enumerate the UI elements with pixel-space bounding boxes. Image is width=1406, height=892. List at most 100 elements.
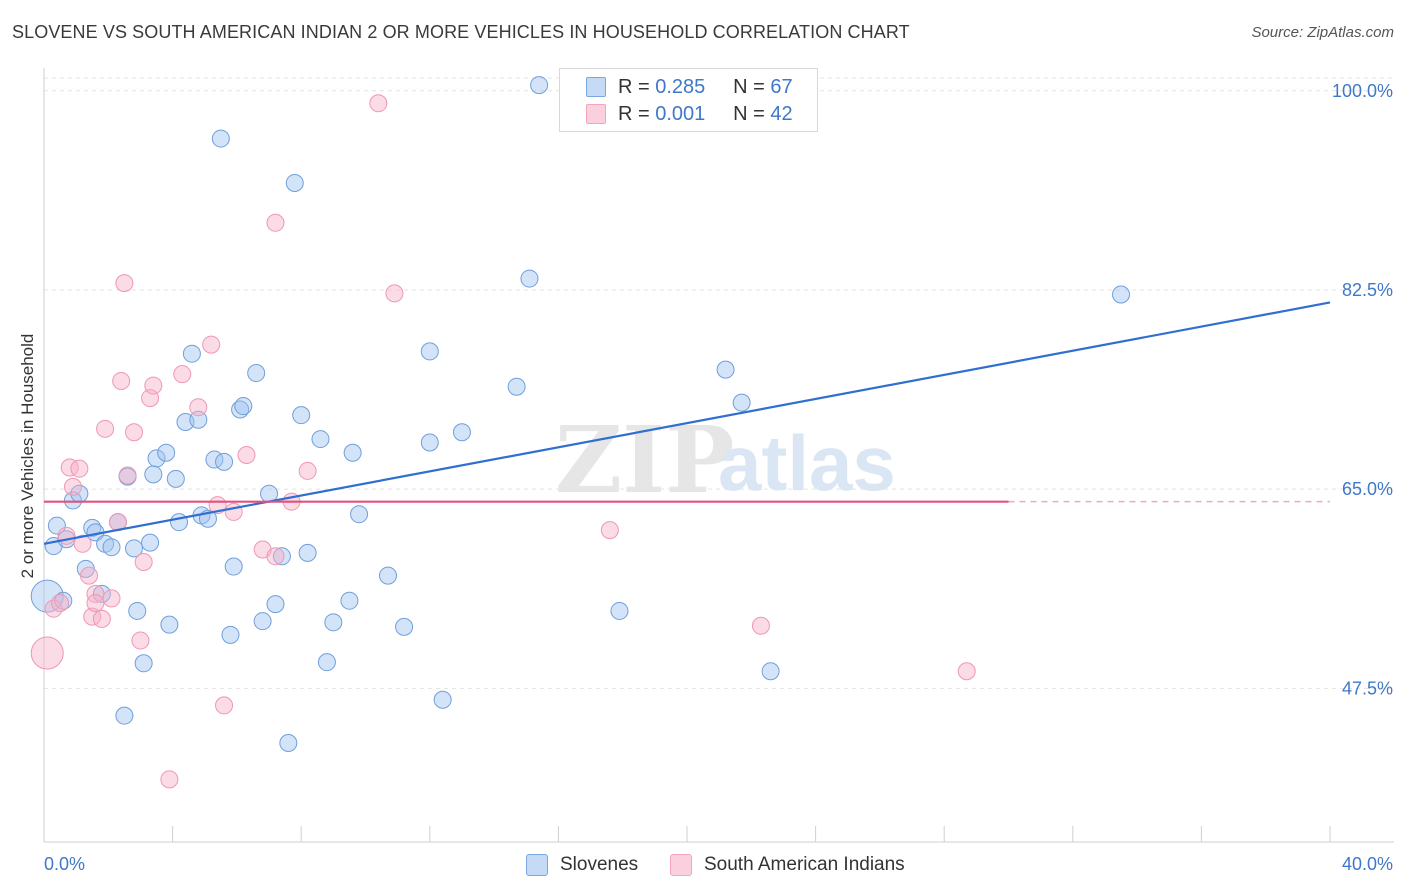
sai-point bbox=[160, 770, 179, 789]
y-tick-label: 65.0% bbox=[1342, 479, 1393, 499]
y-tick-label: 100.0% bbox=[1332, 81, 1393, 101]
slovenes-point bbox=[732, 393, 751, 412]
slovenes-point bbox=[266, 595, 285, 614]
sai-point bbox=[92, 609, 111, 628]
legend-swatch-sai bbox=[670, 854, 692, 876]
slovenes-point bbox=[115, 706, 134, 725]
slovenes-point bbox=[379, 566, 398, 585]
sai-point bbox=[73, 534, 92, 553]
slovenes-point bbox=[350, 505, 369, 524]
sai-point bbox=[86, 593, 105, 612]
slovenes-point bbox=[716, 360, 735, 379]
sai-points bbox=[30, 94, 976, 789]
slovenes-point bbox=[102, 538, 121, 557]
sai-point bbox=[51, 593, 70, 612]
slovenes-point bbox=[279, 733, 298, 752]
slovenes-point bbox=[317, 653, 336, 672]
slovenes-point bbox=[395, 617, 414, 636]
sai-point bbox=[173, 365, 192, 384]
slovenes-point bbox=[221, 625, 240, 644]
sai-point bbox=[30, 636, 64, 670]
sai-point bbox=[115, 274, 134, 293]
slovenes-point bbox=[761, 662, 780, 681]
slovenes-point bbox=[144, 465, 163, 484]
legend-swatch-slovenes bbox=[526, 854, 548, 876]
sai-point bbox=[118, 466, 137, 485]
slovenes-point bbox=[189, 410, 208, 429]
chart-title: SLOVENE VS SOUTH AMERICAN INDIAN 2 OR MO… bbox=[12, 22, 910, 42]
legend-label-slovenes: Slovenes bbox=[560, 854, 639, 875]
slovenes-point bbox=[166, 469, 185, 488]
slovenes-point bbox=[433, 690, 452, 709]
sai-point bbox=[134, 552, 153, 571]
slovenes-point bbox=[311, 430, 330, 449]
x-tick-labels: 0.0% 40.0% bbox=[44, 854, 1393, 874]
watermark-zip: ZIP bbox=[555, 406, 734, 514]
gridlines bbox=[44, 77, 1394, 689]
legend-n-label: N = bbox=[733, 102, 765, 125]
slovenes-point bbox=[141, 533, 160, 552]
slovenes-point bbox=[147, 449, 166, 468]
sai-point bbox=[125, 423, 144, 442]
sai-point bbox=[215, 696, 234, 715]
legend-swatch-sai bbox=[586, 104, 606, 124]
sai-point bbox=[70, 459, 89, 478]
legend-label-sai: South American Indians bbox=[704, 854, 905, 875]
slovenes-point bbox=[234, 397, 253, 416]
slovenes-point bbox=[92, 584, 111, 603]
trend-lines bbox=[43, 301, 1331, 545]
legend-swatch-slovenes bbox=[586, 77, 606, 97]
slovenes-point bbox=[520, 269, 539, 288]
sai-point bbox=[63, 477, 82, 496]
slovenes-points bbox=[30, 76, 1131, 752]
slovenes-point bbox=[324, 613, 343, 632]
slovenes-point bbox=[247, 364, 266, 383]
sai-point bbox=[202, 335, 221, 354]
slovenes-point bbox=[125, 539, 144, 558]
slovenes-point bbox=[285, 173, 304, 192]
slovenes-point bbox=[420, 342, 439, 361]
chart-source: Source: ZipAtlas.com bbox=[1251, 24, 1394, 41]
sai-point bbox=[144, 376, 163, 395]
slovenes-point bbox=[272, 547, 291, 566]
sai-point bbox=[131, 631, 150, 650]
sai-point bbox=[266, 547, 285, 566]
legend-item-slovenes: Slovenes bbox=[526, 852, 638, 878]
slovenes-point bbox=[231, 400, 250, 419]
sai-point bbox=[266, 213, 285, 232]
slovenes-point bbox=[507, 377, 526, 396]
legend-n-value-sai: 42 bbox=[770, 102, 793, 125]
zipatlas-watermark: ZIP atlas bbox=[555, 406, 896, 514]
slovenes-point bbox=[128, 601, 147, 620]
slovenes-point bbox=[292, 406, 311, 425]
x-tick-label: 40.0% bbox=[1342, 854, 1393, 874]
slovenes-point bbox=[1112, 285, 1131, 304]
sai-point bbox=[60, 458, 79, 477]
slovenes-point bbox=[253, 612, 272, 631]
legend-item-sai: South American Indians bbox=[670, 852, 905, 878]
slovenes-point bbox=[298, 543, 317, 562]
slovenes-point bbox=[170, 513, 189, 532]
sai-point bbox=[369, 94, 388, 113]
sai-point bbox=[957, 662, 976, 681]
y-tick-label: 82.5% bbox=[1342, 280, 1393, 300]
slovenes-point bbox=[420, 433, 439, 452]
sai-point bbox=[112, 372, 131, 391]
slovenes-point bbox=[157, 443, 176, 462]
sai-point bbox=[298, 461, 317, 480]
slovenes-point bbox=[63, 491, 82, 510]
slovenes-point bbox=[211, 129, 230, 148]
slovenes-point bbox=[224, 557, 243, 576]
slovenes-point bbox=[343, 443, 362, 462]
slovenes-trend-line bbox=[43, 301, 1331, 545]
slovenes-point bbox=[160, 615, 179, 634]
legend-r-label: R = bbox=[618, 102, 650, 125]
sai-point bbox=[385, 284, 404, 303]
sai-point bbox=[237, 446, 256, 464]
legend-n-label: N = bbox=[733, 75, 765, 98]
legend-n-value-slovenes: 67 bbox=[770, 75, 793, 98]
sai-point bbox=[600, 521, 619, 540]
correlation-legend: R = 0.285 N = 67 R = 0.001 N = 42 bbox=[559, 68, 818, 132]
series-legend: Slovenes South American Indians bbox=[0, 852, 1406, 878]
